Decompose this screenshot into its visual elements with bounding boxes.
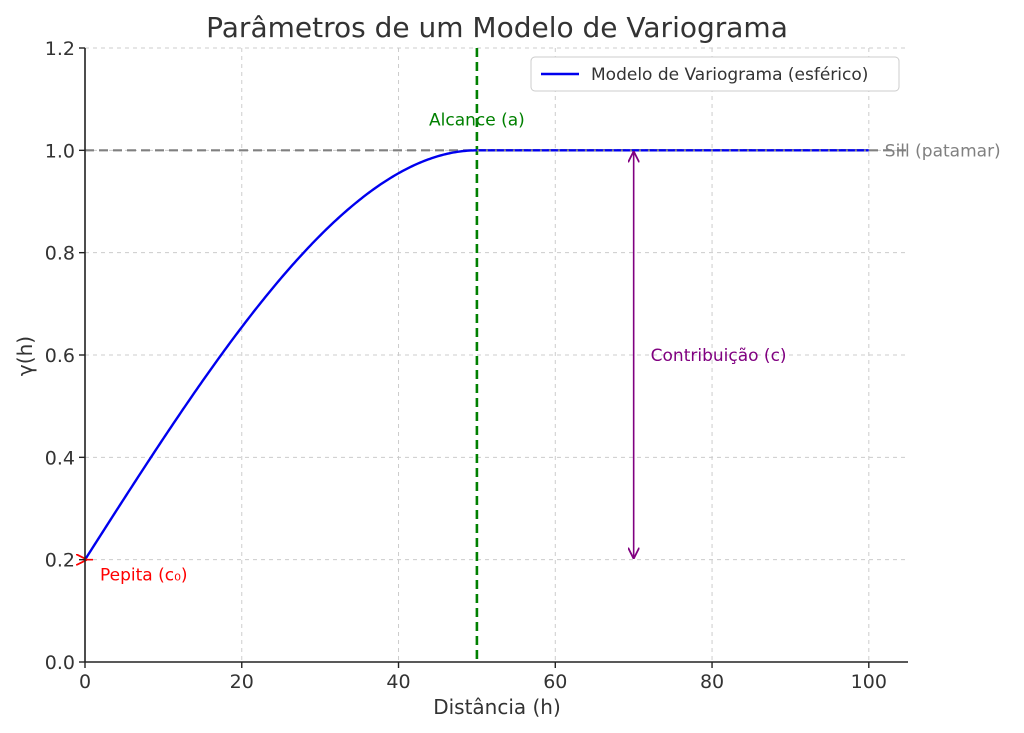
range-label: Alcance (a) — [429, 110, 525, 130]
sill-label: Sill (patamar) — [885, 141, 1001, 161]
legend: Modelo de Variograma (esférico) — [530, 56, 900, 92]
x-tick-label: 60 — [543, 671, 567, 693]
chart-title: Parâmetros de um Modelo de Variograma — [206, 11, 788, 44]
x-tick-label: 100 — [851, 671, 887, 693]
y-tick-label: 0.2 — [45, 550, 75, 572]
y-tick-label: 0.4 — [45, 447, 75, 469]
y-axis-label: γ(h) — [13, 336, 37, 376]
y-tick-label: 0.0 — [45, 652, 75, 674]
x-tick-label: 0 — [79, 671, 91, 693]
x-tick-label: 80 — [700, 671, 724, 693]
y-tick-label: 1.2 — [45, 38, 75, 60]
x-axis-label: Distância (h) — [433, 695, 561, 719]
contribution-label: Contribuição (c) — [651, 346, 787, 366]
nugget-label: Pepita (c₀) — [100, 566, 188, 586]
x-tick-label: 20 — [230, 671, 254, 693]
x-tick-label: 40 — [386, 671, 410, 693]
x-ticks: 0 20 40 60 80 100 — [79, 662, 887, 693]
y-tick-label: 0.6 — [45, 345, 75, 367]
y-tick-label: 0.8 — [45, 243, 75, 265]
y-tick-label: 1.0 — [45, 140, 75, 162]
legend-label: Modelo de Variograma (esférico) — [591, 65, 868, 85]
legend-box — [530, 56, 900, 92]
y-ticks: 0.0 0.2 0.4 0.6 0.8 1.0 1.2 — [45, 38, 85, 674]
